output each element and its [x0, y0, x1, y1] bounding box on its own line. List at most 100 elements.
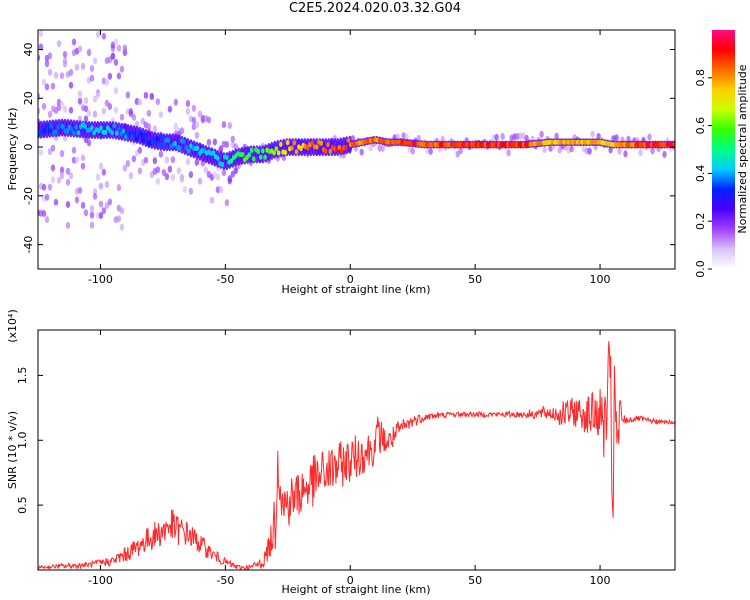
spectrogram-ridge-cell — [310, 140, 315, 146]
spectrogram-noise-cell — [185, 158, 191, 166]
spectrogram-ridge-cell — [326, 142, 330, 148]
spectrogram-ridge-cell — [139, 131, 144, 137]
spectrogram-ridge-cell — [220, 161, 225, 168]
spectrogram-noise-cell — [650, 147, 655, 155]
spectrogram-noise-cell — [71, 38, 77, 46]
spectrogram-noise-cell — [203, 166, 209, 174]
spectrogram-noise-cell — [185, 100, 191, 107]
spectrogram-noise-cell — [56, 40, 62, 48]
spectrogram-noise-cell — [119, 65, 125, 73]
spectrogram-noise-cell — [221, 121, 227, 128]
colorbar-ticks: 0.0 0.2 0.4 0.6 0.8 — [694, 69, 712, 278]
spectrogram-noise-cell — [614, 134, 619, 142]
spectrogram-noise-cell — [38, 30, 44, 38]
spectrogram-ridge-cell — [299, 145, 303, 152]
spectrogram-noise-cell — [173, 122, 179, 130]
spectrogram-noise-cell — [50, 82, 56, 90]
spectrogram-noise-cell — [125, 91, 131, 99]
spectrogram-noise-cell — [83, 115, 89, 123]
snr-x-axis-label: Height of straight line (km) — [281, 583, 430, 596]
spectrogram-noise-cell — [194, 158, 200, 166]
spectrogram-ridge-cell — [256, 148, 261, 154]
spectrogram-ridge-cell — [252, 156, 256, 162]
spectrogram-ridge-cell — [103, 129, 108, 136]
spectrogram-noise-cell — [158, 150, 164, 158]
spectrogram-noise-cell — [110, 52, 116, 60]
colorbar-bar — [712, 30, 735, 269]
snr-frame — [37, 329, 676, 571]
spectrogram-ridge-cell — [141, 138, 146, 144]
spectrogram-ridge-cell — [60, 123, 65, 129]
spectrogram-noise-cell — [59, 101, 65, 109]
spectrogram-noise-cell — [92, 110, 98, 118]
spectrogram-noise-cell — [206, 116, 212, 124]
snr-y-tick-label: 1.0 — [16, 432, 29, 450]
spectrogram-noise-cell — [128, 172, 134, 180]
spectrogram-noise-cell — [170, 174, 176, 181]
spectrogram-noise-cell — [185, 107, 191, 115]
spectrogram-ridge-cell — [319, 140, 324, 146]
spectrogram-noise-cell — [47, 52, 53, 60]
spectrogram-noise-cell — [368, 144, 373, 152]
spectrogram-noise-cell — [74, 63, 80, 71]
spectrogram-noise-cell — [194, 131, 200, 139]
spectrogram-noise-cell — [89, 65, 95, 72]
spectrogram-noise-cell — [227, 122, 232, 129]
spectrogram-ridge-cell — [276, 150, 281, 156]
spectrogram-noise-cell — [230, 135, 235, 143]
spectrogram-ridge-cell — [182, 139, 186, 145]
spectrogram-noise-cell — [92, 57, 98, 65]
spectrogram-noise-cell — [131, 155, 137, 163]
spectrogram-noise-cell — [50, 164, 56, 172]
spectrogram-noise-cell — [41, 78, 47, 86]
spectrogram-noise-cell — [176, 167, 182, 175]
spectrogram-noise-cell — [107, 198, 113, 206]
spectrogram-ridge-cell — [672, 142, 675, 148]
spectrogram-noise-cell — [113, 106, 119, 114]
spectrogram-noise-cell — [524, 134, 529, 142]
spectrogram-noise-cell — [137, 98, 143, 106]
snr-x-tick-label: 50 — [468, 574, 482, 587]
spectrogram-noise-cell — [119, 113, 125, 121]
spectrogram-ridge-cell — [272, 150, 276, 156]
spectrogram-noise-cell — [116, 184, 122, 192]
snr-series-line — [38, 341, 675, 570]
spectrogram-noise-cell — [224, 141, 230, 148]
spectrogram-noise-cell — [212, 138, 218, 146]
spectrogram-noise-cell — [128, 110, 134, 118]
spectrogram-noise-cell — [380, 145, 385, 152]
snr-y-axis-label: SNR (10 * v/v) — [6, 411, 19, 489]
spectrogram-noise-cell — [125, 160, 131, 167]
spectrogram-ridge-cell — [114, 130, 119, 136]
spectrogram-noise-cell — [359, 148, 364, 156]
spectrogram-y-tick-label: 20 — [22, 91, 35, 105]
colorbar-tick-label: 0.0 — [694, 260, 707, 278]
spectrogram-noise-cell — [152, 125, 158, 133]
spectrogram-noise-cell — [77, 187, 83, 194]
spectrogram-noise-cell — [590, 130, 595, 138]
spectrogram-noise-cell — [41, 102, 47, 110]
spectrogram-ridge-cell — [123, 134, 128, 140]
spectrogram-ridge-cell — [65, 128, 69, 134]
spectrogram-noise-cell — [152, 157, 158, 165]
spectrogram-x-tick-label: 50 — [468, 273, 482, 286]
spectrogram-noise-cell — [50, 176, 56, 184]
spectrogram-x-tick-label: 0 — [347, 273, 354, 286]
spectrogram-noise-cell — [170, 156, 176, 164]
spectrogram-ridge-cell — [337, 144, 342, 151]
spectrogram-noise-cell — [143, 156, 149, 164]
spectrogram-noise-cell — [59, 172, 65, 180]
spectrogram-noise-cell — [50, 144, 56, 152]
spectrogram-noise-cell — [161, 169, 167, 176]
spectrogram-noise-cell — [38, 148, 44, 156]
spectrogram-noise-cell — [83, 209, 89, 217]
spectrogram-noise-cell — [104, 181, 110, 188]
spectrogram-noise-cell — [116, 72, 122, 80]
spectrogram-ridge-cell — [306, 145, 310, 151]
spectrogram-noise-cell — [68, 81, 74, 89]
spectrogram-noise-cell — [98, 182, 104, 190]
spectrogram-noise-cell — [494, 133, 499, 141]
spectrogram-ridge-cell — [279, 141, 283, 147]
spectrogram-noise-cell — [218, 145, 224, 153]
spectrogram-noise-cell — [542, 146, 547, 154]
